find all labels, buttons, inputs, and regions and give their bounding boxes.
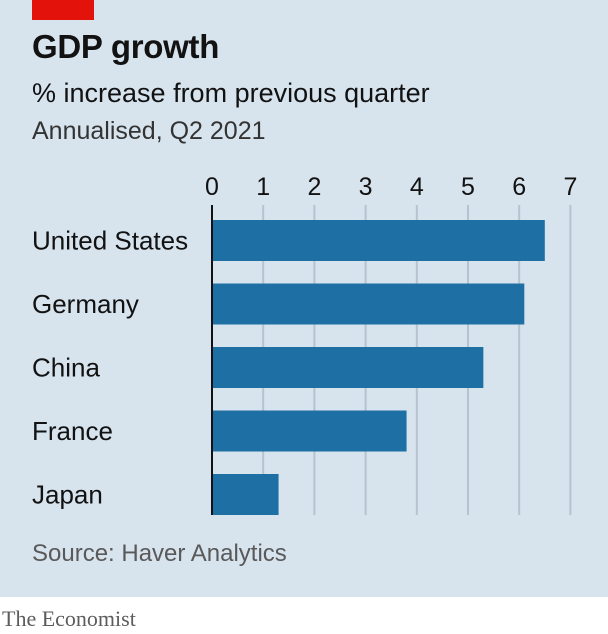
category-label: Germany — [32, 289, 139, 319]
category-label: China — [32, 353, 100, 383]
chart-subtitle: % increase from previous quarter — [32, 78, 430, 108]
bar — [212, 410, 407, 452]
bar — [212, 283, 525, 325]
chart-panel: GDP growth % increase from previous quar… — [0, 0, 608, 597]
brand-wordmark: The Economist — [2, 606, 136, 631]
x-tick-label: 4 — [410, 173, 424, 201]
chart-note: Annualised, Q2 2021 — [32, 117, 266, 145]
x-tick-label: 1 — [256, 173, 270, 201]
brand-accent-tag — [32, 0, 94, 20]
x-tick-label: 0 — [205, 173, 219, 201]
bar — [212, 474, 279, 515]
bar-chart: 0 1 2 3 4 5 6 7 United States Germany China France J… — [32, 173, 577, 515]
x-tick-label: 5 — [461, 173, 475, 201]
bar — [212, 347, 484, 388]
category-label: France — [32, 416, 113, 446]
x-tick-label: 2 — [307, 173, 321, 201]
category-label: Japan — [32, 480, 103, 510]
x-tick-label: 6 — [512, 173, 526, 201]
chart-title: GDP growth — [32, 28, 220, 65]
category-label: United States — [32, 226, 188, 256]
x-tick-label: 3 — [359, 173, 373, 201]
bar — [212, 220, 545, 261]
x-tick-label: 7 — [563, 173, 577, 201]
source-note: Source: Haver Analytics — [32, 540, 287, 567]
